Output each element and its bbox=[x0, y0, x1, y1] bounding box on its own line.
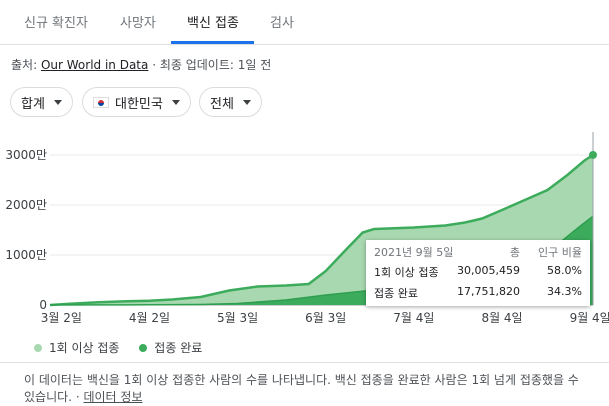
tooltip-row-full: 접종 완료 17,751,820 34.3% bbox=[374, 285, 582, 301]
chart-legend: 1회 이상 접종 접종 완료 bbox=[34, 339, 218, 356]
dropdown-caret-icon bbox=[242, 99, 251, 105]
x-tick-label: 9월 4일 bbox=[570, 311, 609, 325]
y-tick-label: 3000만 bbox=[5, 148, 47, 162]
dropdown-caret-icon bbox=[171, 99, 180, 105]
dropdown-caret-icon bbox=[53, 99, 62, 105]
legend-swatch-full bbox=[139, 343, 148, 352]
data-note: 이 데이터는 백신을 1회 이상 접종한 사람의 수를 나타냅니다. 백신 접종… bbox=[24, 372, 584, 406]
tab-vaccination[interactable]: 백신 접종 bbox=[187, 16, 239, 31]
line-one-dose bbox=[49, 153, 594, 307]
source-link[interactable]: Our World in Data bbox=[40, 58, 149, 72]
x-tick-label: 8월 4일 bbox=[481, 311, 522, 325]
korea-flag-icon bbox=[93, 96, 109, 108]
chart-tooltip: 2021년 9월 5일 총 인구 비율 1회 이상 접종 30,005,459 … bbox=[366, 240, 590, 306]
note-separator: · bbox=[75, 390, 80, 404]
source-prefix: 출처: bbox=[11, 58, 38, 72]
tooltip-row-ratio: 58.0% bbox=[547, 264, 582, 277]
tab-new-cases[interactable]: 신규 확진자 bbox=[24, 16, 88, 31]
tab-tests[interactable]: 검사 bbox=[270, 16, 294, 31]
x-tick-label: 6월 3일 bbox=[305, 311, 346, 325]
legend-one-dose[interactable]: 1회 이상 접종 bbox=[34, 339, 119, 356]
x-tick-label: 5월 3일 bbox=[217, 311, 258, 325]
hover-point bbox=[589, 150, 597, 159]
source-updated: · 최종 업데이트: 1일 전 bbox=[152, 58, 272, 72]
country-dropdown[interactable]: 대한민국 bbox=[82, 87, 191, 117]
x-tick-label: 4월 2일 bbox=[129, 311, 170, 325]
active-tab-indicator bbox=[171, 41, 254, 44]
x-tick-label: 7월 4일 bbox=[393, 311, 434, 325]
tooltip-date: 2021년 9월 5일 bbox=[374, 246, 454, 259]
data-info-link[interactable]: 데이터 정보 bbox=[83, 390, 143, 404]
note-text: 이 데이터는 백신을 1회 이상 접종한 사람의 수를 나타냅니다. 백신 접종… bbox=[24, 373, 579, 404]
source-line: 출처: Our World in Data · 최종 업데이트: 1일 전 bbox=[11, 56, 271, 73]
y-tick-label: 0 bbox=[39, 298, 47, 312]
y-tick-label: 2000만 bbox=[5, 198, 47, 212]
tooltip-row-label: 접종 완료 bbox=[374, 287, 418, 300]
legend-label: 접종 완료 bbox=[154, 341, 203, 355]
tooltip-row-ratio: 34.3% bbox=[547, 285, 582, 298]
tooltip-row-value: 17,751,820 bbox=[457, 285, 520, 298]
x-tick-label: 3월 2일 bbox=[41, 311, 82, 325]
legend-label: 1회 이상 접종 bbox=[49, 341, 120, 355]
legend-swatch-one-dose bbox=[34, 343, 42, 352]
tooltip-row-label: 1회 이상 접종 bbox=[374, 266, 439, 279]
tooltip-col-ratio: 인구 비율 bbox=[538, 246, 582, 259]
legend-full[interactable]: 접종 완료 bbox=[139, 339, 202, 356]
tooltip-col-total: 총 bbox=[509, 246, 520, 259]
tooltip-row-one-dose: 1회 이상 접종 30,005,459 58.0% bbox=[374, 264, 582, 280]
scope-dropdown[interactable]: 전체 bbox=[199, 87, 262, 117]
country-label: 대한민국 bbox=[115, 96, 163, 112]
scope-label: 전체 bbox=[210, 96, 234, 112]
footer-divider bbox=[0, 362, 609, 363]
tooltip-row-value: 30,005,459 bbox=[457, 264, 520, 277]
y-tick-label: 1000만 bbox=[5, 248, 47, 262]
tab-bar: 신규 확진자 사망자 백신 접종 검사 bbox=[0, 0, 609, 45]
tooltip-header: 2021년 9월 5일 총 인구 비율 bbox=[374, 244, 582, 260]
measure-dropdown[interactable]: 합계 bbox=[10, 87, 73, 117]
measure-label: 합계 bbox=[21, 96, 45, 112]
tab-deaths[interactable]: 사망자 bbox=[120, 16, 156, 31]
